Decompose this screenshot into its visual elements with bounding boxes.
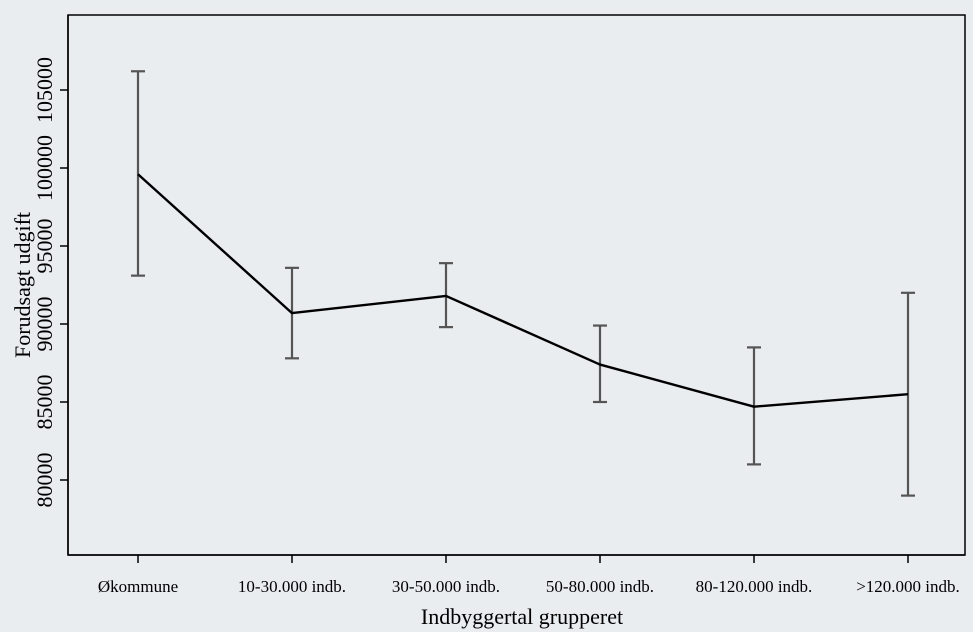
plot-area — [67, 14, 966, 556]
y-tick-label: 80000 — [32, 453, 57, 508]
y-tick-label: 100000 — [32, 135, 57, 201]
y-tick-label: 105000 — [32, 57, 57, 123]
y-tick-label: 95000 — [32, 219, 57, 274]
error-bar — [131, 70, 145, 277]
y-tick-label: 90000 — [32, 297, 57, 352]
x-axis: Økommune 10-30.000 indb. 30-50.000 indb. 50… — [68, 554, 965, 596]
y-tick-label: 85000 — [32, 375, 57, 430]
x-tick-label: 80-120.000 indb. — [696, 577, 813, 596]
x-tick-label: 10-30.000 indb. — [238, 577, 346, 596]
x-tick-label: 30-50.000 indb. — [392, 577, 500, 596]
y-axis: 80000 85000 90000 95000 100000 105000 — [32, 15, 69, 555]
x-axis-label: Indbyggertal grupperet — [421, 604, 623, 629]
y-axis-label: Forudsagt udgift — [10, 212, 35, 358]
x-tick-label: 50-80.000 indb. — [546, 577, 654, 596]
series-line — [137, 173, 909, 408]
x-tick-label: >120.000 indb. — [856, 577, 960, 596]
series — [137, 173, 909, 408]
x-tick-label: Økommune — [98, 577, 178, 596]
